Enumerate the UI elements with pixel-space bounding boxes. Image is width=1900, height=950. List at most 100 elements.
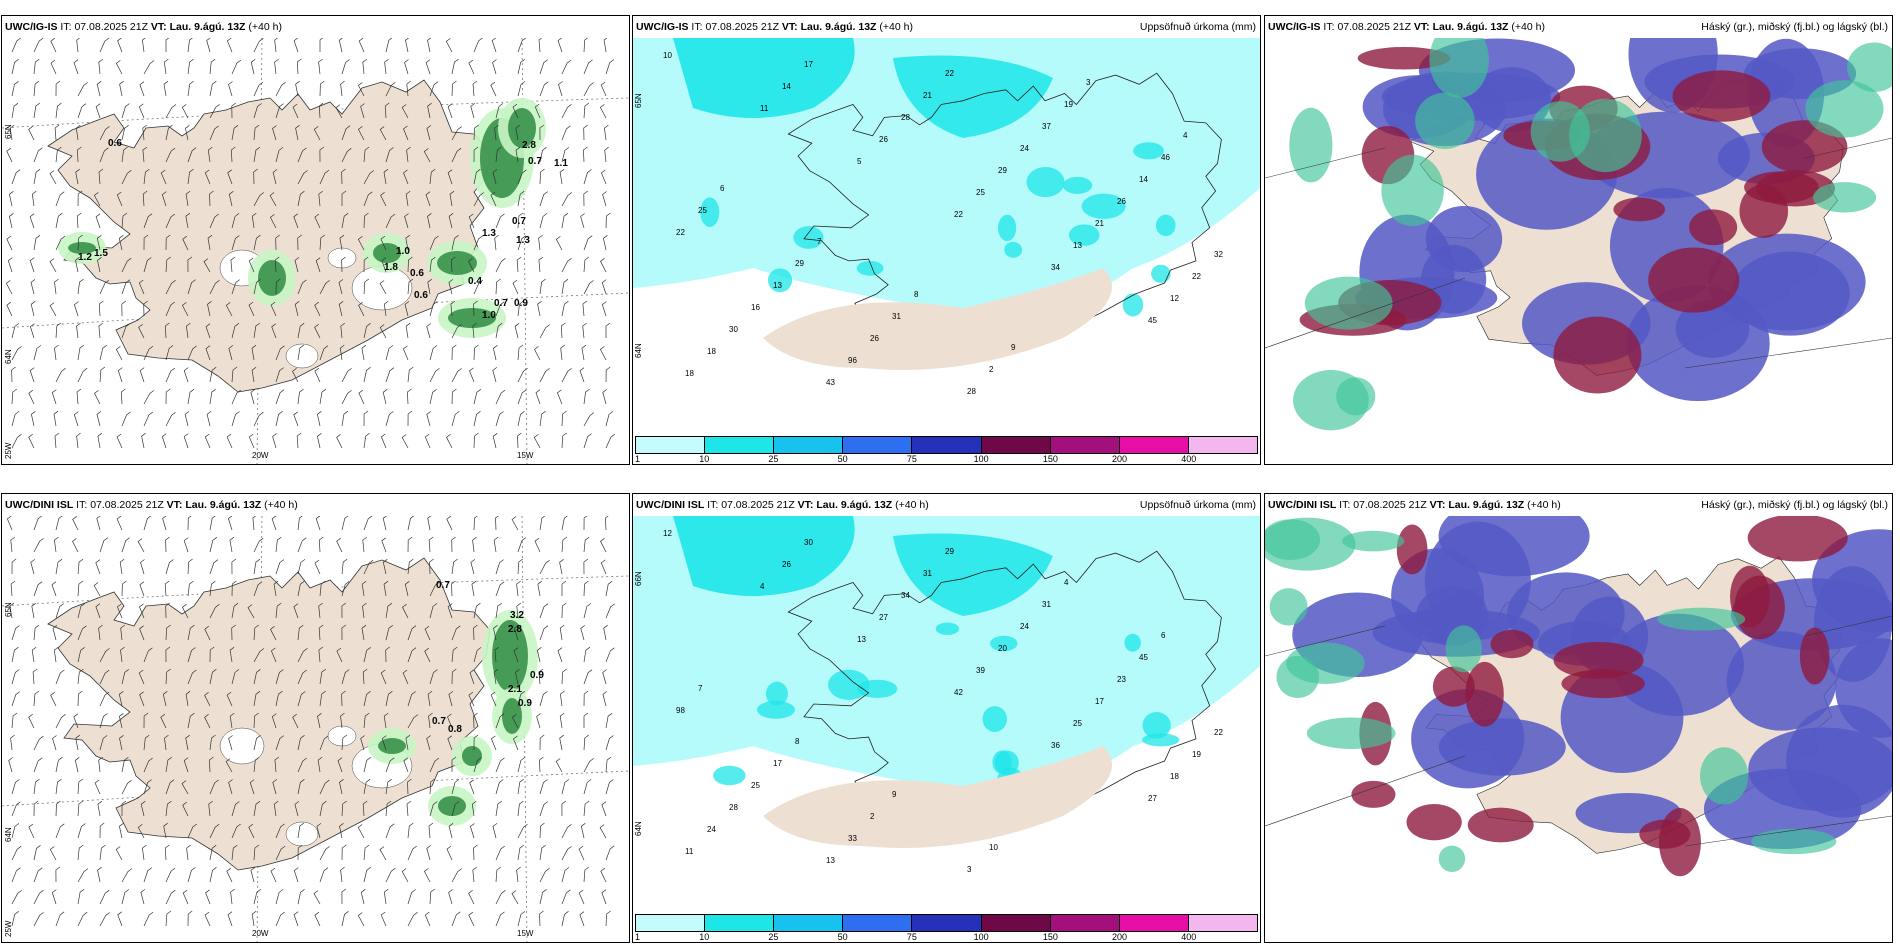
wind-barb <box>209 366 217 383</box>
wind-barb <box>493 625 498 641</box>
wind-barb <box>274 756 280 773</box>
precip-amount: 46 <box>1161 153 1170 162</box>
wind-barb <box>99 735 108 751</box>
wind-barb <box>116 603 123 619</box>
wind-barb <box>495 559 504 575</box>
precip-colorbar: 1 10 25 50 75 100 150 200 400 <box>633 436 1260 464</box>
wind-map[interactable]: 0.7 3.2 2.8 0.9 2.1 0.9 0.7 0.8 65N 64N 25W 20W 15W <box>2 516 629 942</box>
cloud-map[interactable] <box>1265 516 1892 942</box>
wind-barb <box>165 867 176 883</box>
wind-barb <box>357 824 365 839</box>
wind-barb <box>165 213 176 229</box>
wind-barb <box>490 81 497 97</box>
wind-barb <box>55 778 62 795</box>
wind-barb <box>429 301 438 317</box>
wind-barb <box>473 146 479 163</box>
axis-label: 25W <box>4 442 13 459</box>
wind-barb <box>363 212 369 229</box>
wind-map[interactable]: 0.6 1.2 1.5 1.0 1.8 0.6 0.6 2.8 0.7 1.1 1.3 0.7 1.3 0… <box>2 38 629 464</box>
wind-barb <box>428 822 434 839</box>
wind-barb <box>142 190 148 207</box>
wind-barb <box>11 434 22 449</box>
wind-barb <box>451 801 460 817</box>
cloud-map[interactable] <box>1265 38 1892 464</box>
precip-amount: 4 <box>1064 578 1069 587</box>
wind-barb <box>583 280 594 295</box>
wind-barb <box>253 624 260 641</box>
wind-barb <box>319 169 330 185</box>
wind-barb <box>119 80 124 97</box>
wind-barb <box>143 867 153 883</box>
mid-cloud <box>1472 67 1552 133</box>
wind-barb <box>401 868 409 883</box>
wind-barb <box>187 147 197 163</box>
wind-barb <box>583 779 592 795</box>
wind-barb <box>341 212 349 229</box>
wind-barb <box>379 324 387 339</box>
wind-barb <box>11 366 16 383</box>
wind-barb <box>297 537 307 553</box>
wind-barb <box>98 168 104 185</box>
wind-barb <box>97 866 102 883</box>
precip-value: 0.4 <box>468 276 482 287</box>
wind-barb <box>539 625 549 641</box>
high-cloud <box>1269 588 1308 626</box>
high-cloud <box>1306 717 1396 749</box>
colorbar-tick: 200 <box>1112 932 1128 942</box>
wind-barb <box>253 322 261 339</box>
it-label: IT: <box>1323 21 1335 33</box>
wind-barb <box>473 602 481 619</box>
wind-barb <box>297 279 307 295</box>
wind-barb <box>121 800 127 816</box>
wind-barb <box>139 581 145 597</box>
wind-barb <box>208 800 213 817</box>
wind-barb <box>561 125 571 141</box>
wind-barb <box>76 388 82 405</box>
wind-barb <box>253 146 261 163</box>
precip-amount: 11 <box>760 104 769 113</box>
precip-value: 1.0 <box>482 310 496 321</box>
model-name: UWC/DINI ISL <box>5 499 74 511</box>
colorbar-tick: 50 <box>837 932 848 942</box>
wind-barb <box>187 910 193 927</box>
wind-barb <box>117 367 123 383</box>
precip-cell <box>1142 711 1171 739</box>
wind-barb <box>93 192 101 207</box>
wind-barb <box>583 734 590 751</box>
wind-barb <box>165 38 170 52</box>
wind-barb <box>183 367 189 383</box>
wind-barb <box>445 38 453 53</box>
wind-barb <box>249 779 255 795</box>
model-name: UWC/DINI ISL <box>1268 499 1337 511</box>
wind-barb <box>380 911 387 927</box>
wind-barb <box>162 516 167 531</box>
wind-barb <box>253 81 264 97</box>
wind-barb <box>143 779 152 795</box>
wind-barb <box>253 581 263 597</box>
wind-barb <box>143 647 153 663</box>
wind-barb <box>583 146 588 163</box>
precip-amount: 27 <box>1148 794 1157 803</box>
wind-barb <box>7 257 13 273</box>
wind-barb <box>492 169 498 185</box>
wind-barb <box>341 690 346 707</box>
precip-amount: 34 <box>1051 263 1060 272</box>
wind-barb <box>98 300 104 317</box>
wind-barb <box>517 844 525 861</box>
wind-barb <box>204 692 211 707</box>
precip-map[interactable]: 12 4 13 42 36 27 11 26 27 39 25 18 24 30 34 20 17 19 28 13 3… <box>633 516 1260 914</box>
wind-barb <box>165 234 171 251</box>
wind-barb <box>139 691 145 707</box>
axis-label: 64N <box>634 343 643 358</box>
precip-map[interactable]: 10 11 5 22 34 45 18 14 26 25 13 12 18 17 28 29 21 22 30 43 2… <box>633 38 1260 436</box>
wind-barb <box>605 366 611 383</box>
wind-barb <box>165 559 174 575</box>
wind-barb <box>253 537 264 553</box>
it-label: IT: <box>691 21 703 33</box>
it-value: 07.08.2025 21Z <box>721 499 795 511</box>
panel-header: UWC/IG-IS IT: 07.08.2025 21Z VT: Lau. 9.… <box>2 16 629 38</box>
wind-barb <box>33 80 40 97</box>
precip-cell <box>856 260 884 276</box>
wind-barb <box>407 845 418 861</box>
wind-barb <box>231 580 237 597</box>
